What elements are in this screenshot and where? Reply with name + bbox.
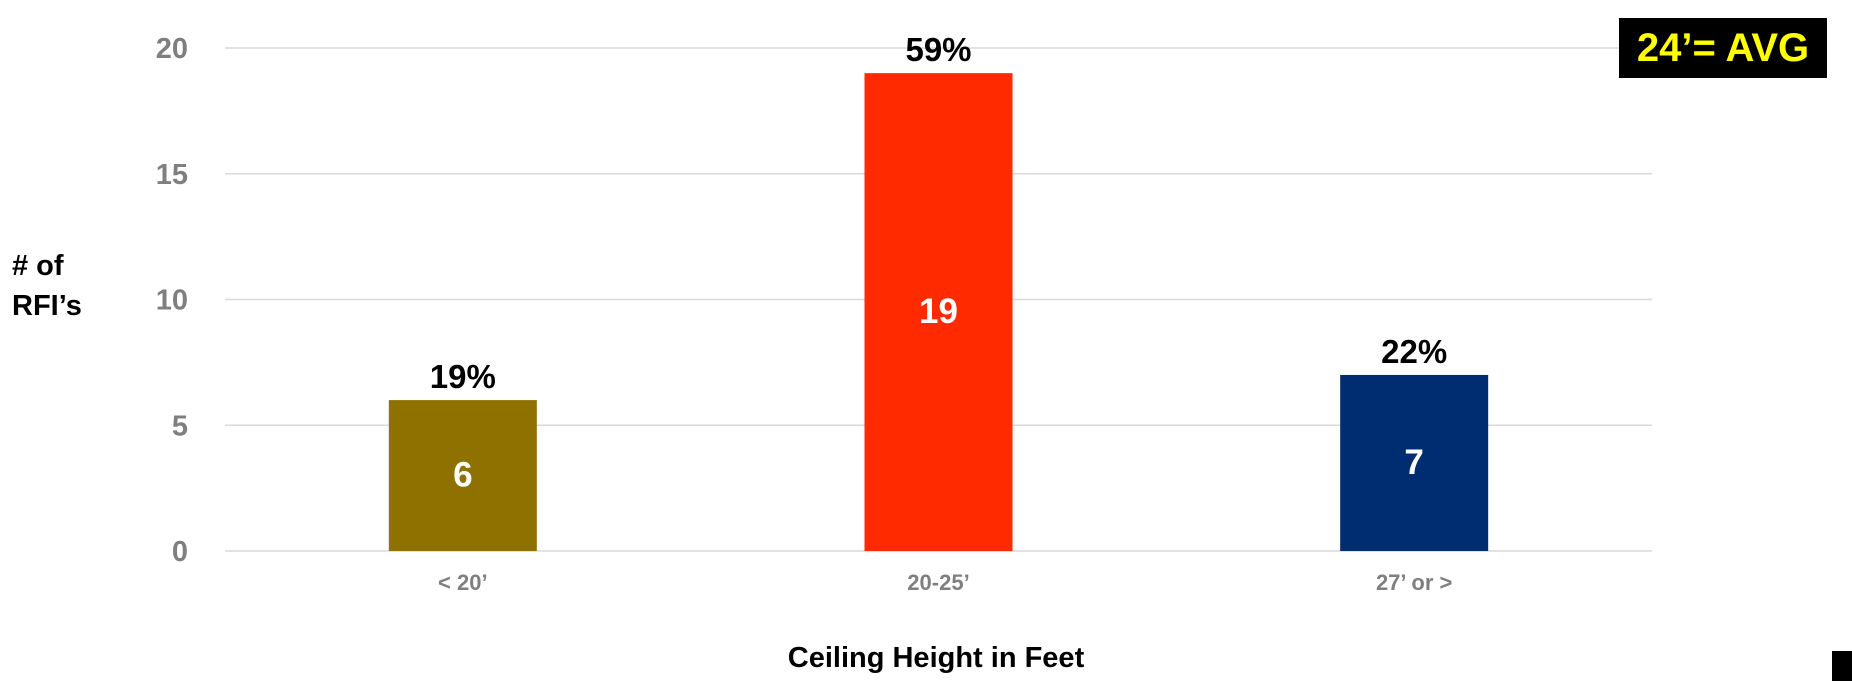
x-tick-label: 20-25’ <box>907 570 969 595</box>
y-tick-label: 5 <box>172 410 188 442</box>
y-tick-label: 10 <box>156 285 188 317</box>
bar-percent-label: 59% <box>905 31 971 68</box>
y-axis-ticks: 0 5 10 15 20 <box>156 33 188 568</box>
x-axis-label: Ceiling Height in Feet <box>787 642 1085 674</box>
bar <box>388 400 537 551</box>
bar-percent-label: 22% <box>1381 333 1447 370</box>
x-axis-ticks: < 20’ 20-25’ 27’ or > <box>438 570 1452 595</box>
y-tick-label: 20 <box>156 33 188 65</box>
bar-value-label: 6 <box>453 456 472 495</box>
x-tick-label: < 20’ <box>438 570 488 595</box>
corner-mark <box>1832 651 1852 681</box>
y-tick-label: 15 <box>156 159 188 191</box>
bar-value-label: 7 <box>1404 443 1423 482</box>
y-axis-label-line-2: RFI’s <box>12 290 82 322</box>
bar <box>1340 374 1489 551</box>
bar-value-label: 19 <box>919 292 958 331</box>
y-axis-label-line-1: # of <box>12 250 64 282</box>
x-tick-label: 27’ or > <box>1376 570 1452 595</box>
average-badge: 24’= AVG <box>1619 18 1827 78</box>
y-tick-label: 0 <box>172 536 188 568</box>
bar <box>864 73 1013 552</box>
bar-percent-label: 19% <box>430 358 496 395</box>
bars: 6 19% 19 59% 7 22% <box>388 31 1489 552</box>
